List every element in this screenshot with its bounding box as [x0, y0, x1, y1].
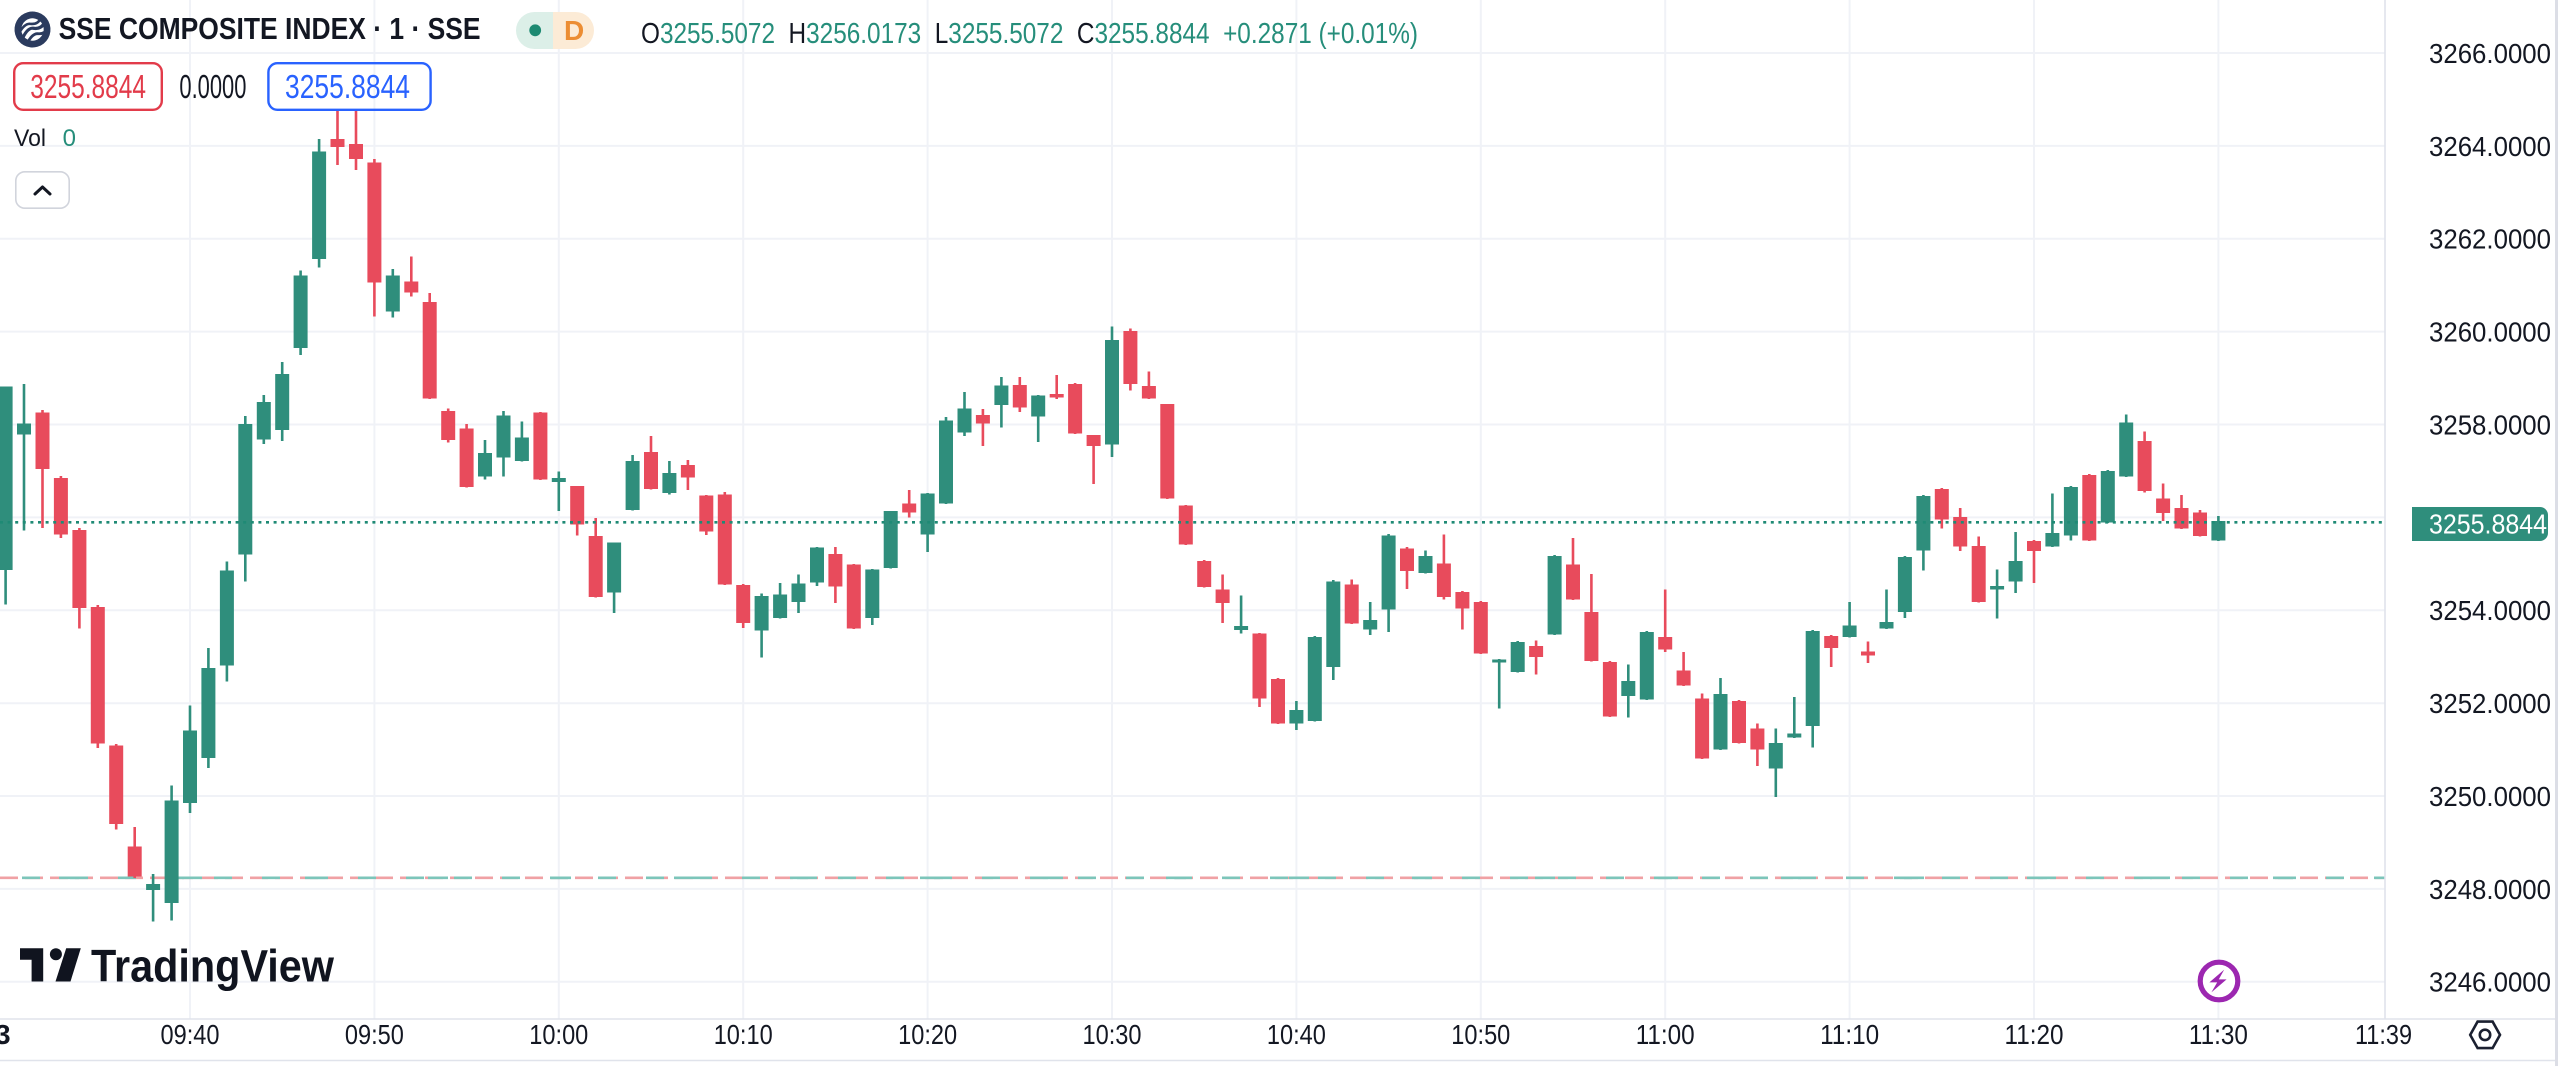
svg-text:11:30: 11:30 — [2189, 1019, 2248, 1050]
svg-text:09:50: 09:50 — [345, 1019, 404, 1050]
svg-text:3255.8844: 3255.8844 — [285, 68, 410, 105]
svg-text:3254.0000: 3254.0000 — [2429, 595, 2551, 626]
svg-text:10:00: 10:00 — [529, 1019, 588, 1050]
svg-text:3255.8844: 3255.8844 — [30, 68, 146, 105]
svg-text:Vol: Vol — [14, 125, 46, 152]
svg-text:10:10: 10:10 — [714, 1019, 773, 1050]
svg-text:3255.8844: 3255.8844 — [2429, 509, 2547, 540]
svg-text:3: 3 — [0, 1019, 11, 1050]
svg-text:SSE COMPOSITE INDEX · 1 · SSE: SSE COMPOSITE INDEX · 1 · SSE — [59, 11, 481, 46]
svg-text:0: 0 — [63, 125, 76, 152]
svg-text:09:40: 09:40 — [161, 1019, 220, 1050]
svg-text:10:20: 10:20 — [898, 1019, 957, 1050]
svg-text:3252.0000: 3252.0000 — [2429, 688, 2551, 719]
svg-text:10:30: 10:30 — [1083, 1019, 1142, 1050]
svg-text:TradingView: TradingView — [91, 941, 335, 992]
svg-text:D: D — [564, 15, 584, 46]
svg-text:0.0000: 0.0000 — [179, 68, 246, 105]
svg-text:11:00: 11:00 — [1636, 1019, 1695, 1050]
svg-text:3266.0000: 3266.0000 — [2429, 38, 2551, 69]
svg-text:3264.0000: 3264.0000 — [2429, 131, 2551, 162]
svg-text:10:40: 10:40 — [1267, 1019, 1326, 1050]
svg-text:3258.0000: 3258.0000 — [2429, 409, 2551, 440]
svg-text:11:39: 11:39 — [2355, 1019, 2412, 1050]
svg-text:3262.0000: 3262.0000 — [2429, 224, 2551, 255]
svg-text:3260.0000: 3260.0000 — [2429, 317, 2551, 348]
svg-text:3248.0000: 3248.0000 — [2429, 874, 2551, 905]
svg-text:11:10: 11:10 — [1820, 1019, 1879, 1050]
svg-text:3250.0000: 3250.0000 — [2429, 781, 2551, 812]
svg-text:11:20: 11:20 — [2005, 1019, 2064, 1050]
svg-text:O3255.5072 H3256.0173 L3255.: O3255.5072 H3256.0173 L3255.5072 C3255.8… — [641, 18, 1418, 50]
svg-text:3246.0000: 3246.0000 — [2429, 967, 2551, 998]
svg-text:10:50: 10:50 — [1451, 1019, 1510, 1050]
